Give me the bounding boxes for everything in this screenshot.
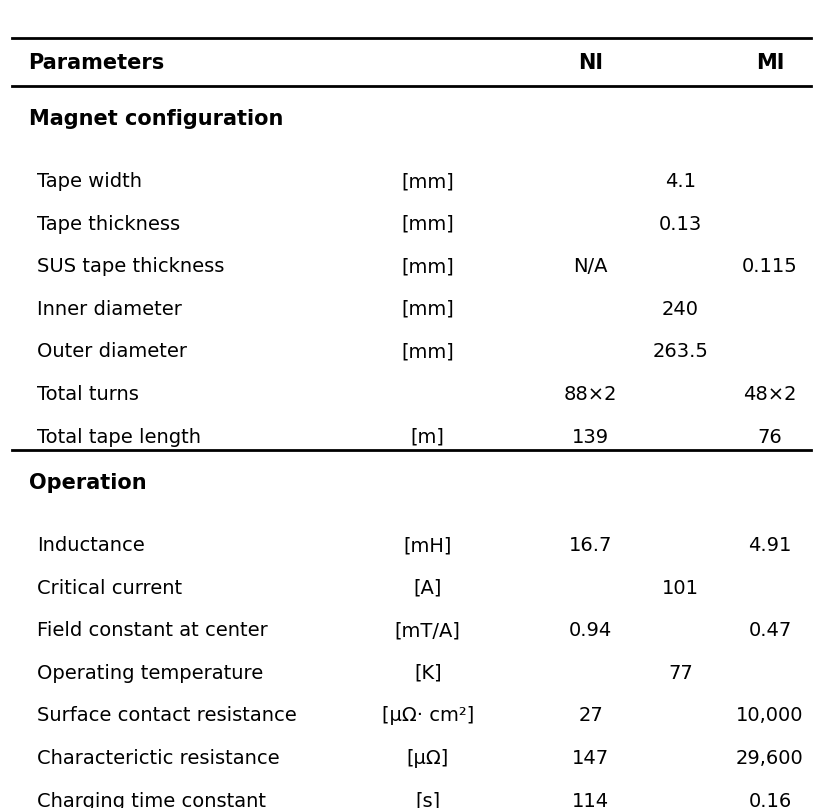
Text: Surface contact resistance: Surface contact resistance bbox=[37, 706, 296, 726]
Text: [A]: [A] bbox=[414, 579, 442, 598]
Text: NI: NI bbox=[579, 53, 603, 73]
Text: [μΩ]: [μΩ] bbox=[407, 749, 449, 768]
Text: MI: MI bbox=[756, 53, 784, 73]
Text: 88×2: 88×2 bbox=[564, 385, 617, 404]
Text: 27: 27 bbox=[579, 706, 603, 726]
Text: Tape width: Tape width bbox=[37, 172, 142, 191]
Text: [mm]: [mm] bbox=[402, 300, 454, 319]
Text: 76: 76 bbox=[758, 427, 783, 447]
Text: 16.7: 16.7 bbox=[569, 537, 612, 555]
Text: 263.5: 263.5 bbox=[653, 343, 709, 361]
Text: Charging time constant: Charging time constant bbox=[37, 792, 266, 808]
Text: Critical current: Critical current bbox=[37, 579, 182, 598]
Text: SUS tape thickness: SUS tape thickness bbox=[37, 257, 224, 276]
Text: Operation: Operation bbox=[29, 473, 146, 493]
Text: [mm]: [mm] bbox=[402, 215, 454, 234]
Text: 0.47: 0.47 bbox=[748, 621, 792, 640]
Text: [μΩ· cm²]: [μΩ· cm²] bbox=[382, 706, 474, 726]
Text: 77: 77 bbox=[668, 664, 693, 683]
Text: Total tape length: Total tape length bbox=[37, 427, 201, 447]
Text: N/A: N/A bbox=[574, 257, 608, 276]
Text: 114: 114 bbox=[572, 792, 609, 808]
Text: Field constant at center: Field constant at center bbox=[37, 621, 267, 640]
Text: [m]: [m] bbox=[411, 427, 444, 447]
Text: [mm]: [mm] bbox=[402, 172, 454, 191]
Text: 0.16: 0.16 bbox=[748, 792, 792, 808]
Text: 101: 101 bbox=[662, 579, 699, 598]
Text: Magnet configuration: Magnet configuration bbox=[29, 108, 283, 128]
Text: 0.94: 0.94 bbox=[569, 621, 612, 640]
Text: Inner diameter: Inner diameter bbox=[37, 300, 182, 319]
Text: [mT/A]: [mT/A] bbox=[395, 621, 461, 640]
Text: [s]: [s] bbox=[416, 792, 440, 808]
Text: [mm]: [mm] bbox=[402, 343, 454, 361]
Text: 10,000: 10,000 bbox=[737, 706, 804, 726]
Text: 4.91: 4.91 bbox=[748, 537, 792, 555]
Text: 4.1: 4.1 bbox=[665, 172, 695, 191]
Text: Total turns: Total turns bbox=[37, 385, 138, 404]
Text: 0.115: 0.115 bbox=[742, 257, 797, 276]
Text: 29,600: 29,600 bbox=[736, 749, 804, 768]
Text: 147: 147 bbox=[572, 749, 609, 768]
Text: Outer diameter: Outer diameter bbox=[37, 343, 187, 361]
Text: 48×2: 48×2 bbox=[743, 385, 797, 404]
Text: Characterictic resistance: Characterictic resistance bbox=[37, 749, 279, 768]
Text: Operating temperature: Operating temperature bbox=[37, 664, 263, 683]
Text: [mH]: [mH] bbox=[403, 537, 452, 555]
Text: Tape thickness: Tape thickness bbox=[37, 215, 180, 234]
Text: Inductance: Inductance bbox=[37, 537, 145, 555]
Text: 139: 139 bbox=[572, 427, 609, 447]
Text: 240: 240 bbox=[662, 300, 699, 319]
Text: Parameters: Parameters bbox=[29, 53, 165, 73]
Text: [K]: [K] bbox=[414, 664, 442, 683]
Text: 0.13: 0.13 bbox=[658, 215, 702, 234]
Text: [mm]: [mm] bbox=[402, 257, 454, 276]
